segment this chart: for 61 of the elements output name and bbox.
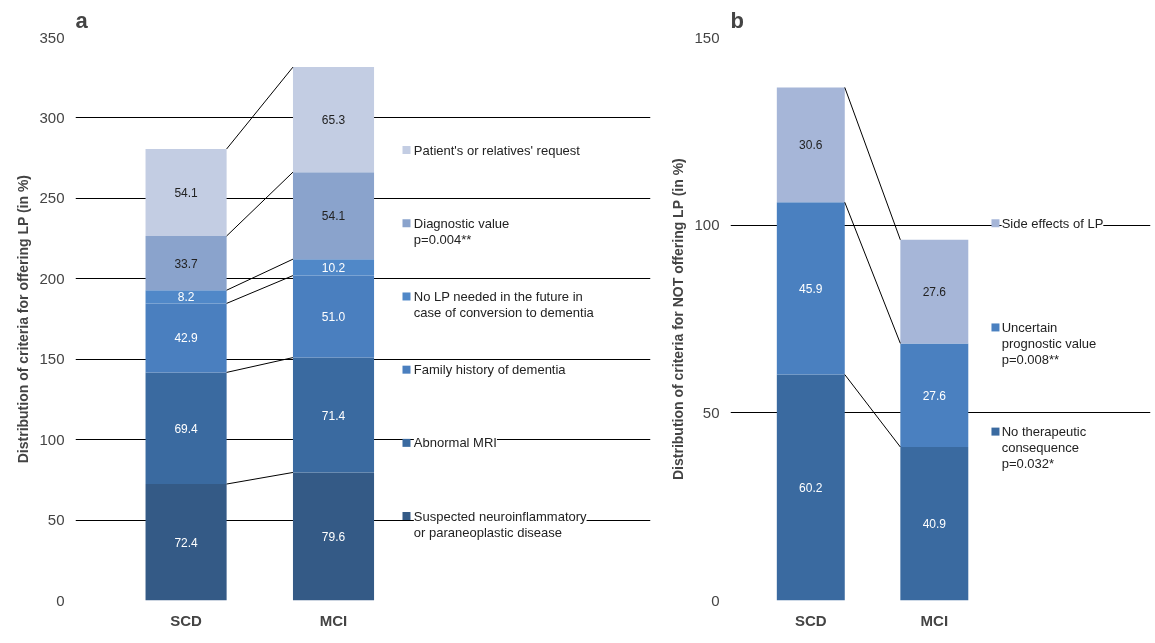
bar: [292, 472, 375, 601]
bar: [145, 484, 227, 601]
legend-label: No therapeutic consequence p=0.032*: [1001, 424, 1087, 472]
y-tick-label: 50: [47, 511, 65, 529]
y-axis-title: Distribution of criteria for NOT offering LP (in %): [670, 158, 687, 480]
data-label: 40.9: [922, 517, 947, 532]
bar: [900, 343, 969, 447]
x-tick-label: SCD: [794, 611, 827, 629]
data-label: 30.6: [799, 138, 823, 153]
data-label: 10.2: [321, 260, 346, 275]
data-label: 51.0: [321, 310, 346, 325]
x-tick-label: MCI: [920, 611, 949, 629]
data-label: 69.4: [174, 421, 199, 436]
y-tick-label: 200: [39, 269, 65, 287]
legend-label: Side effects of LP: [1001, 215, 1104, 231]
bar: [292, 67, 375, 173]
bar: [145, 148, 227, 236]
legend-label: Family history of dementia: [413, 362, 567, 378]
y-tick-label: 250: [39, 189, 65, 207]
y-tick-label: 100: [39, 430, 65, 448]
x-tick-label: SCD: [170, 611, 203, 629]
data-label: 27.6: [922, 388, 947, 403]
legend-label: Abnormal MRI: [413, 435, 497, 451]
data-label: 72.4: [174, 535, 199, 550]
y-tick-label: 150: [694, 28, 720, 46]
chart-title: a: [75, 7, 89, 33]
y-tick-label: 0: [711, 591, 720, 609]
bar: [145, 372, 227, 485]
data-label: 71.4: [321, 408, 346, 423]
bar: [776, 202, 845, 375]
bar: [776, 87, 845, 203]
bar: [900, 239, 969, 344]
legend-label: Uncertain prognostic value p=0.008**: [1001, 319, 1097, 367]
chart-title: b: [730, 7, 744, 33]
y-tick-label: 350: [39, 28, 65, 46]
data-label: 8.2: [177, 290, 195, 305]
y-axis-title: Distribution of criteria for offering LP (in %): [15, 174, 32, 464]
y-tick-label: 50: [702, 403, 720, 421]
data-label: 45.9: [799, 281, 823, 296]
data-label: 54.1: [321, 209, 346, 224]
data-label: 60.2: [799, 481, 823, 496]
y-tick-label: 0: [56, 591, 65, 609]
bar: [145, 236, 227, 291]
y-tick-label: 100: [694, 216, 720, 234]
data-label: 42.9: [174, 331, 199, 346]
legend-label: Patient's or relatives' request: [413, 142, 581, 158]
data-label: 54.1: [174, 185, 199, 200]
legend-label: Suspected neuroinflammatory or paraneoplastic disease: [413, 508, 588, 540]
x-tick-label: MCI: [319, 611, 348, 629]
bar: [776, 374, 845, 601]
bar: [292, 172, 375, 260]
data-label: 27.6: [922, 285, 947, 300]
y-tick-label: 300: [39, 108, 65, 126]
y-tick-label: 150: [39, 350, 65, 368]
legend-label: Diagnostic value p=0.004**: [413, 215, 510, 247]
data-label: 79.6: [321, 529, 346, 544]
bar: [900, 446, 969, 601]
legend-label: No LP needed in the future in case of conversion to dementia: [413, 288, 595, 320]
data-label: 33.7: [174, 256, 199, 271]
bar: [292, 357, 375, 473]
data-label: 65.3: [321, 113, 346, 128]
